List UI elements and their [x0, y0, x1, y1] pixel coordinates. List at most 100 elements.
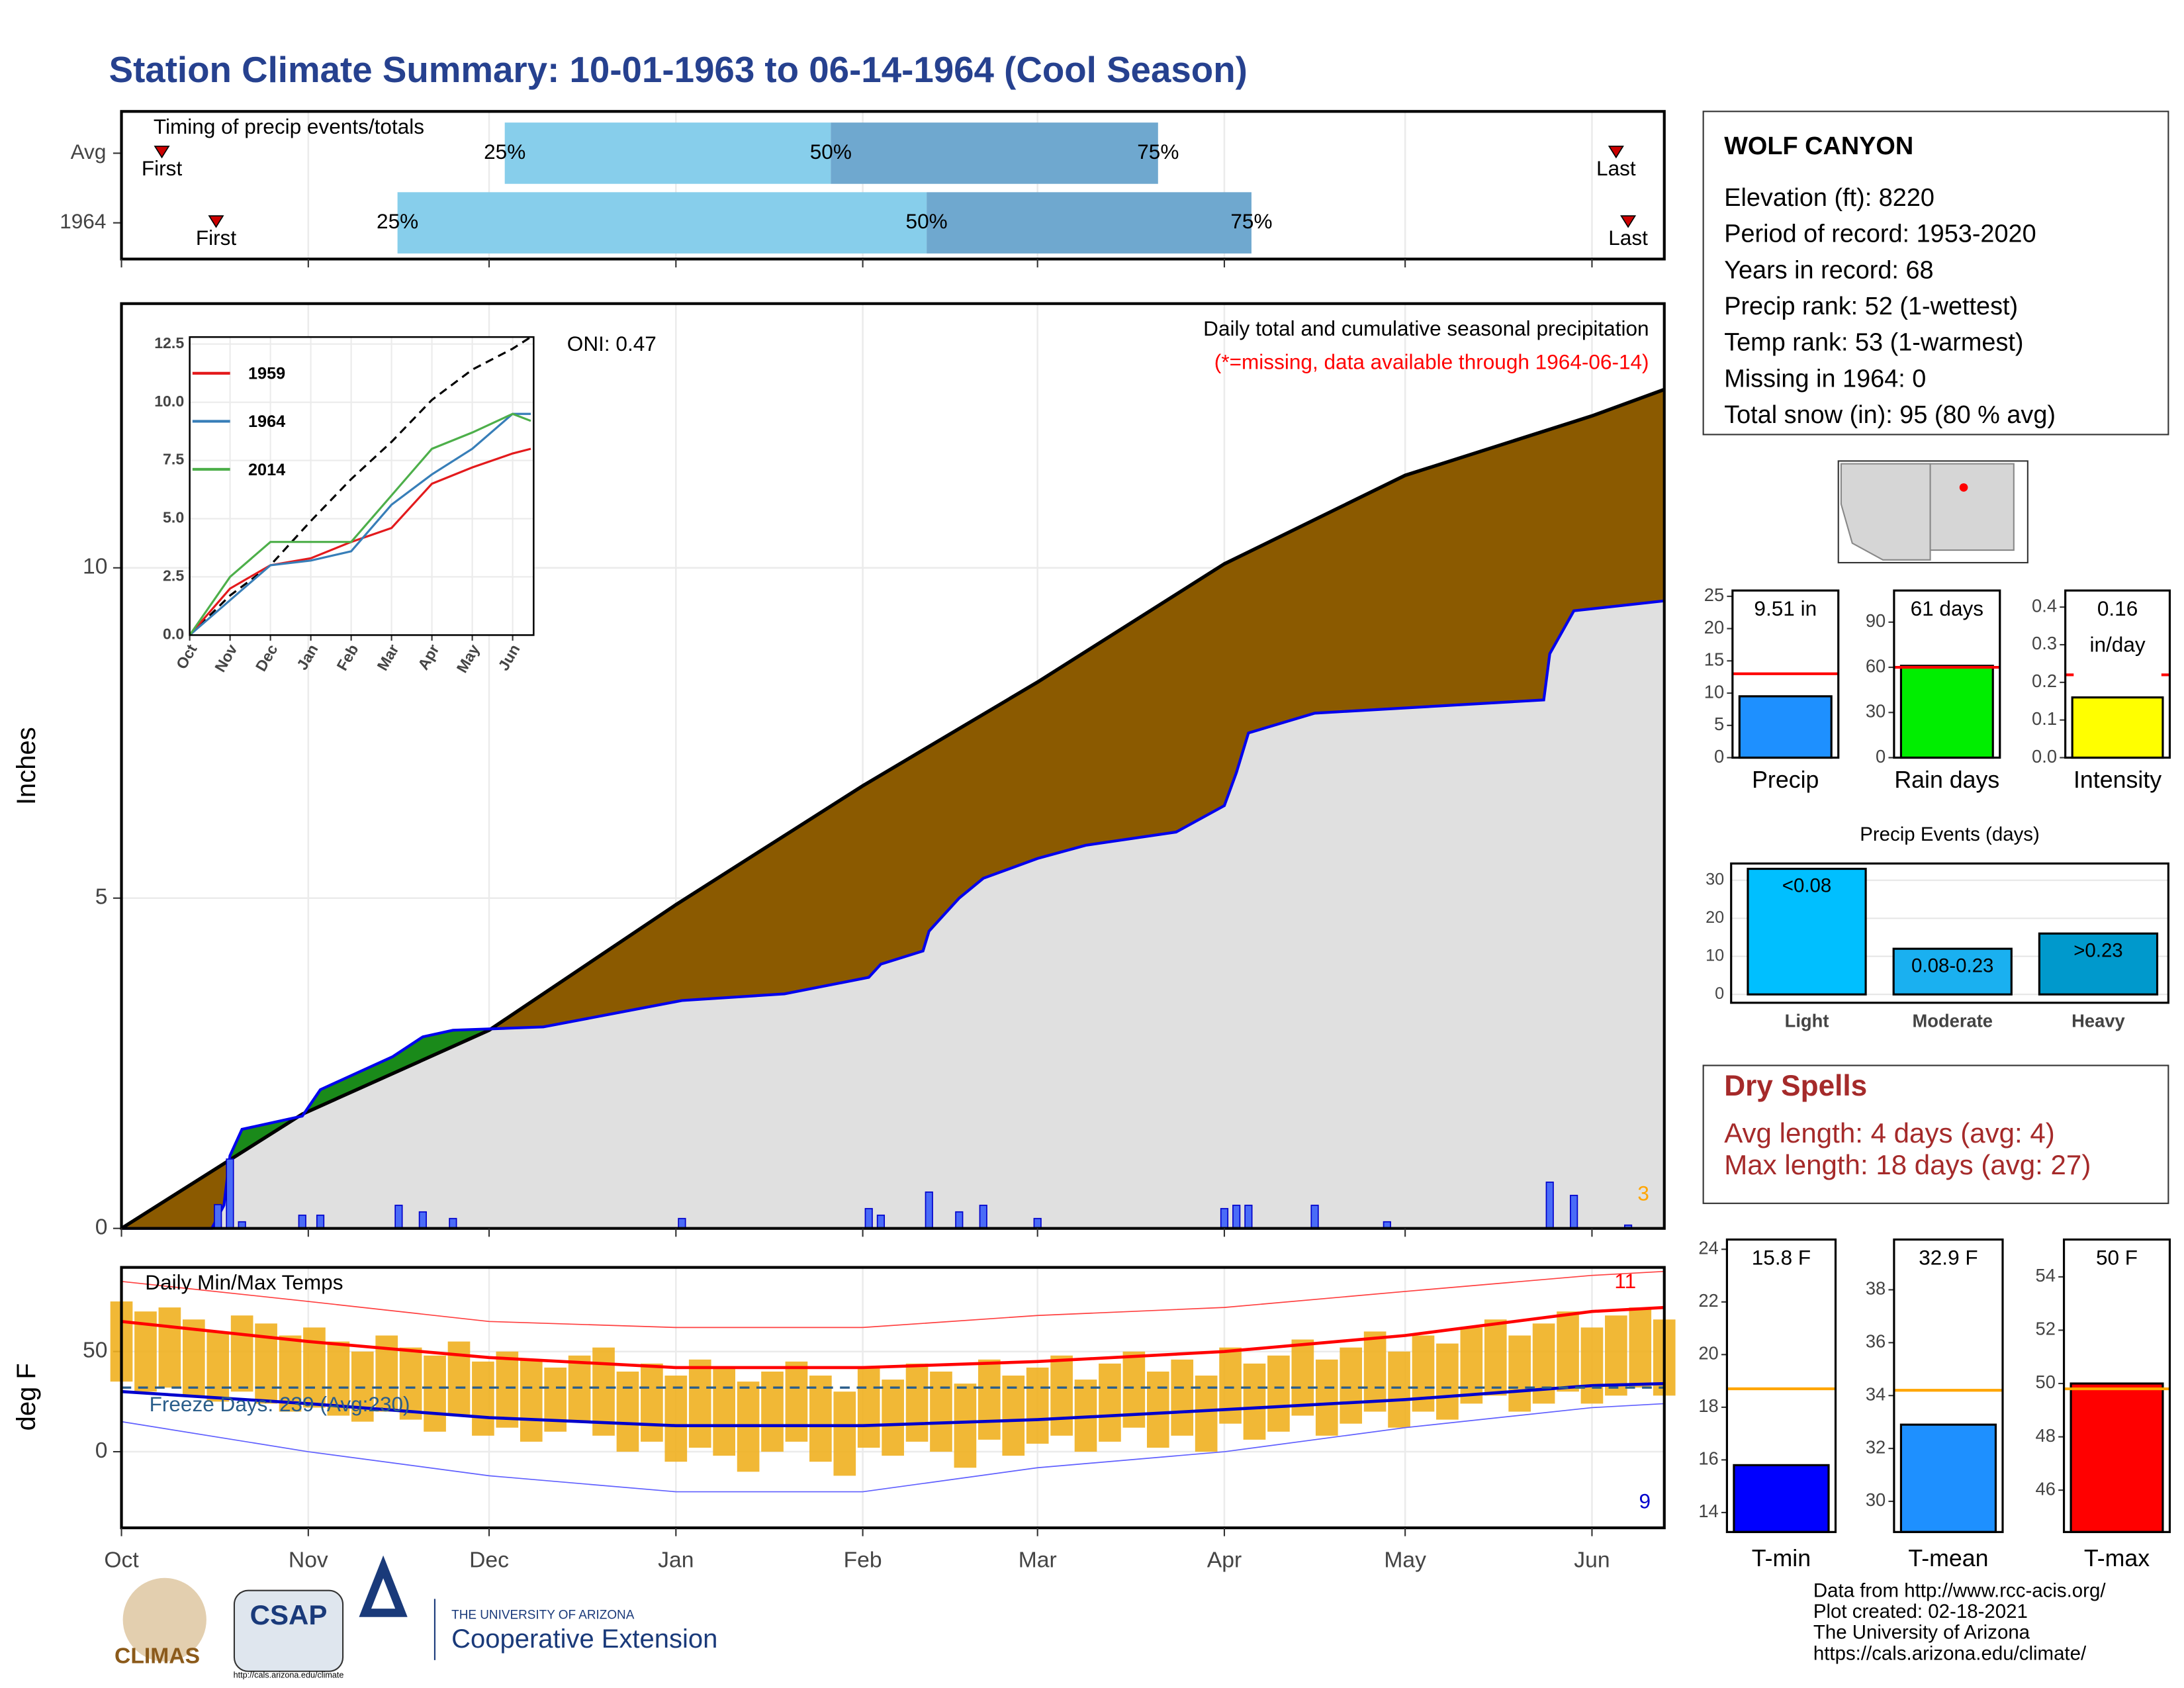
record-low-count: 9 [1639, 1489, 1651, 1513]
freeze-label: Freeze Days: 239 (Avg:230) [150, 1392, 410, 1416]
logo-text: THE UNIVERSITY OF ARIZONA [451, 1609, 635, 1622]
season-area [121, 600, 1664, 1229]
temp-range-bar [1146, 1371, 1169, 1448]
x-tick-label: Dec [469, 1548, 509, 1572]
chart-title: Precip Events (days) [1860, 823, 2040, 845]
category-label: T-max [2084, 1545, 2150, 1571]
bar [2071, 696, 2164, 759]
temp-range-bar [182, 1319, 205, 1396]
daily-precip-bar [226, 1158, 234, 1229]
x-tick-label: May [1384, 1548, 1426, 1572]
quartile-label: 50% [906, 209, 948, 233]
daily-precip-bar [1244, 1204, 1253, 1229]
season-line [121, 599, 1664, 1230]
temp-range-bar [664, 1376, 688, 1462]
temp-range-bar [1557, 1311, 1579, 1392]
x-tick-label: Nov [289, 1548, 328, 1572]
x-tick-label: Heavy [2071, 1011, 2125, 1031]
y-tick-label: 10 [1704, 681, 1724, 702]
credit-line: https://cals.arizona.edu/climate/ [1813, 1642, 2087, 1664]
y-tick-label: 38 [1866, 1278, 1886, 1299]
temp-range-bar [688, 1359, 711, 1448]
temp-range-bar [1315, 1359, 1338, 1436]
x-tick-label: Feb [844, 1548, 882, 1572]
plot-frame [1725, 1238, 1837, 1533]
timing-bar [927, 192, 1251, 254]
y-tick-label: 10 [1706, 946, 1724, 964]
event-label: Last [1596, 156, 1636, 180]
x-tick-label: Apr [1207, 1548, 1242, 1572]
logo-text: Cooperative Extension [451, 1624, 717, 1654]
y-tick-label: 5 [1714, 714, 1724, 734]
station-location [1959, 483, 1968, 492]
temp-range-bar [447, 1341, 471, 1416]
credit-line: Data from http://www.rcc-acis.org/ [1813, 1580, 2106, 1602]
series-line [189, 412, 531, 636]
dry-spells-info: Max length: 18 days (avg: 27) [1724, 1149, 2091, 1180]
temp-range-bar [230, 1315, 253, 1392]
y-tick-label: 50 [2036, 1372, 2056, 1392]
quartile-label: 75% [1137, 140, 1179, 164]
temp-range-bar [158, 1307, 181, 1388]
station-info: Missing in 1964: 0 [1724, 365, 1926, 393]
y-tick-label: 32 [1866, 1436, 1886, 1457]
temp-range-bar [1436, 1343, 1459, 1420]
logos [122, 1555, 435, 1672]
y-tick-label: 0 [95, 1438, 108, 1463]
temp-range-bar [1580, 1327, 1604, 1404]
bar [2038, 932, 2159, 996]
temp-range-bar [1363, 1331, 1387, 1412]
chart-title: Daily Min/Max Temps [145, 1270, 343, 1294]
y-tick-label: 18 [1698, 1395, 1718, 1416]
y-tick-label: 25 [1704, 585, 1724, 605]
daily-precip-bar [1545, 1181, 1554, 1229]
y-tick-label: 0.2 [2032, 671, 2057, 691]
x-tick-label: Moderate [1912, 1011, 1993, 1031]
daily-precip-bar [394, 1204, 403, 1229]
legend-label: 1964 [248, 412, 285, 431]
daily-precip-bar [925, 1191, 933, 1229]
y-tick-label: 10.0 [154, 393, 184, 410]
station-info: Precip rank: 52 (1-wettest) [1724, 293, 2018, 320]
station-info: Period of record: 1953-2020 [1724, 220, 2036, 248]
timing-bar [504, 122, 831, 184]
temp-range-bar [978, 1359, 1001, 1440]
bar-label: <0.08 [1782, 875, 1832, 897]
y-tick-label: 46 [2036, 1478, 2056, 1499]
daily-precip-bar [1033, 1217, 1042, 1229]
temp-range-bar [809, 1376, 832, 1462]
plot-frame [120, 110, 1666, 261]
logo-text: http://cals.arizona.edu/climate [234, 1670, 344, 1679]
temp-range-bar [1099, 1363, 1121, 1442]
category-label: T-mean [1908, 1545, 1988, 1571]
daily-precip-bar [214, 1203, 222, 1229]
category-label: Intensity [2073, 767, 2161, 793]
plot-frame [120, 302, 1666, 1230]
y-tick-label: 0.4 [2032, 595, 2057, 616]
y-tick-label: 30 [1706, 870, 1724, 888]
y-tick-label: 20 [1706, 908, 1724, 927]
temp-range-bar [1484, 1319, 1507, 1396]
value-box [1902, 593, 1992, 649]
daily-precip-bar [1310, 1204, 1319, 1229]
temp-range-bar [520, 1359, 543, 1442]
y-tick-label: 14 [1698, 1501, 1718, 1521]
y-tick-label: 20 [1698, 1343, 1718, 1364]
temp-range-bar [496, 1351, 519, 1428]
event-marker [1608, 146, 1624, 159]
y-tick-label: 2.5 [163, 567, 184, 585]
y-tick-label: 0.0 [2032, 746, 2057, 767]
value-box [2073, 593, 2161, 680]
temp-range-bar [472, 1361, 494, 1436]
oni-label: ONI: 0.47 [567, 332, 657, 355]
chart-title: Daily total and cumulative seasonal prec… [1203, 316, 1649, 340]
y-tick-label: 5 [95, 885, 108, 910]
temp-range-bar [399, 1347, 422, 1420]
bar [1892, 947, 2013, 996]
temp-range-bar [1460, 1327, 1483, 1404]
daily-precip-bar [418, 1211, 427, 1229]
station-name: WOLF CANYON [1724, 132, 1913, 160]
daily-precip-bar [1220, 1207, 1229, 1229]
temp-range-bar [833, 1391, 856, 1476]
value-label: 61 days [1911, 596, 1984, 620]
